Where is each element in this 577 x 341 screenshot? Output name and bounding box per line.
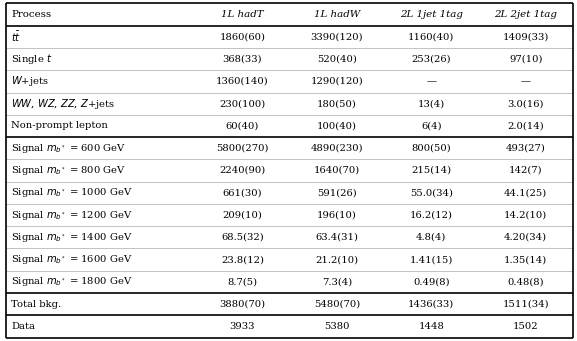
Text: 7.3(4): 7.3(4) [322,277,352,286]
Text: 14.2(10): 14.2(10) [504,210,548,220]
Text: 1290(120): 1290(120) [310,77,364,86]
Text: 63.4(31): 63.4(31) [316,233,358,242]
Text: 21.2(10): 21.2(10) [315,255,358,264]
Text: Signal $m_{b^*}$ = 1200 GeV: Signal $m_{b^*}$ = 1200 GeV [12,209,133,222]
Text: 253(26): 253(26) [411,55,451,64]
Text: 3.0(16): 3.0(16) [507,99,544,108]
Text: 3933: 3933 [230,322,255,331]
Text: 13(4): 13(4) [418,99,445,108]
Text: 215(14): 215(14) [411,166,451,175]
Text: Process: Process [12,10,51,19]
Text: Data: Data [12,322,35,331]
Text: 1511(34): 1511(34) [503,300,549,309]
Text: 5380: 5380 [324,322,350,331]
Text: 1448: 1448 [418,322,444,331]
Text: Single $t$: Single $t$ [12,52,53,66]
Text: $W$+jets: $W$+jets [12,74,49,88]
Text: Signal $m_{b^*}$ = 1600 GeV: Signal $m_{b^*}$ = 1600 GeV [12,253,133,266]
Text: 100(40): 100(40) [317,121,357,131]
Text: 3880(70): 3880(70) [219,300,265,309]
Text: 520(40): 520(40) [317,55,357,64]
Text: 1409(33): 1409(33) [503,32,549,41]
Text: $WW$, $WZ$, $ZZ$, $Z$+jets: $WW$, $WZ$, $ZZ$, $Z$+jets [12,97,115,111]
Text: 2L 1jet 1tag: 2L 1jet 1tag [400,10,463,19]
Text: 1640(70): 1640(70) [314,166,360,175]
Text: 368(33): 368(33) [223,55,262,64]
Text: 1502: 1502 [513,322,538,331]
Text: 5480(70): 5480(70) [314,300,360,309]
Text: 800(50): 800(50) [411,144,451,153]
Text: 591(26): 591(26) [317,188,357,197]
Text: 1160(40): 1160(40) [408,32,455,41]
Text: 1860(60): 1860(60) [219,32,265,41]
Text: Signal $m_{b^*}$ = 1000 GeV: Signal $m_{b^*}$ = 1000 GeV [12,186,133,199]
Text: 4890(230): 4890(230) [310,144,363,153]
Text: 2.0(14): 2.0(14) [507,121,544,131]
Text: 493(27): 493(27) [506,144,546,153]
Text: Signal $m_{b^*}$ = 1800 GeV: Signal $m_{b^*}$ = 1800 GeV [12,276,133,288]
Text: 8.7(5): 8.7(5) [227,277,257,286]
Text: 2240(90): 2240(90) [219,166,265,175]
Text: 23.8(12): 23.8(12) [221,255,264,264]
Text: 1L hadT: 1L hadT [221,10,264,19]
Text: Non-prompt lepton: Non-prompt lepton [12,121,108,131]
Text: 661(30): 661(30) [223,188,262,197]
Text: 2L 2jet 1tag: 2L 2jet 1tag [494,10,557,19]
Text: 97(10): 97(10) [509,55,542,64]
Text: 0.48(8): 0.48(8) [507,277,544,286]
Text: 1360(140): 1360(140) [216,77,269,86]
Text: Total bkg.: Total bkg. [12,300,62,309]
Text: 16.2(12): 16.2(12) [410,210,453,220]
Text: Signal $m_{b^*}$ = 600 GeV: Signal $m_{b^*}$ = 600 GeV [12,142,126,155]
Text: $t\bar{t}$: $t\bar{t}$ [12,30,21,44]
Text: Signal $m_{b^*}$ = 1400 GeV: Signal $m_{b^*}$ = 1400 GeV [12,231,133,244]
Text: —: — [426,77,436,86]
Text: 1.35(14): 1.35(14) [504,255,548,264]
Text: 209(10): 209(10) [223,210,263,220]
Text: 1.41(15): 1.41(15) [410,255,453,264]
Text: 142(7): 142(7) [509,166,542,175]
Text: 5800(270): 5800(270) [216,144,269,153]
Text: 180(50): 180(50) [317,99,357,108]
Text: 60(40): 60(40) [226,121,259,131]
Text: 0.49(8): 0.49(8) [413,277,449,286]
Text: 6(4): 6(4) [421,121,441,131]
Text: 196(10): 196(10) [317,210,357,220]
Text: 1L hadW: 1L hadW [314,10,360,19]
Text: 68.5(32): 68.5(32) [221,233,264,242]
Text: 44.1(25): 44.1(25) [504,188,548,197]
Text: Signal $m_{b^*}$ = 800 GeV: Signal $m_{b^*}$ = 800 GeV [12,164,126,177]
Text: 4.20(34): 4.20(34) [504,233,547,242]
Text: 3390(120): 3390(120) [310,32,363,41]
Text: 4.8(4): 4.8(4) [416,233,447,242]
Text: 55.0(34): 55.0(34) [410,188,453,197]
Text: 1436(33): 1436(33) [408,300,455,309]
Text: —: — [520,77,531,86]
Text: 230(100): 230(100) [219,99,265,108]
